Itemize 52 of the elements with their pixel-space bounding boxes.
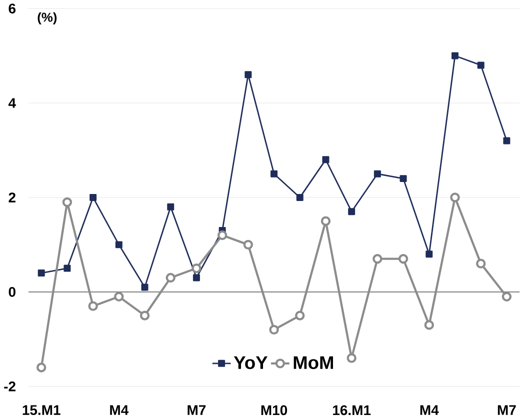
point: [374, 170, 381, 178]
point: [372, 254, 382, 264]
point: [115, 241, 122, 248]
point: [90, 194, 97, 202]
point: [64, 264, 71, 272]
point: [114, 292, 124, 302]
point: [38, 270, 45, 277]
x-tick-label: M10: [261, 405, 288, 416]
point: [295, 310, 305, 321]
point: [424, 320, 434, 330]
point: [244, 71, 252, 78]
point: [62, 197, 72, 208]
point: [269, 325, 279, 335]
x-tick-label: M4: [110, 405, 129, 415]
point: [140, 310, 150, 321]
legend-label: MoM: [294, 356, 333, 370]
x-tick-label: 15.M1: [22, 405, 60, 416]
x-tick-label: M4: [420, 405, 439, 415]
point: [426, 250, 433, 258]
point: [450, 192, 460, 202]
point: [243, 240, 254, 250]
point: [452, 52, 458, 60]
point: [322, 156, 330, 164]
point: [476, 258, 486, 269]
point: [348, 208, 356, 216]
point: [166, 273, 176, 283]
y-tick-label: 6: [8, 4, 16, 14]
x-tick-label: M7: [188, 405, 206, 415]
point: [217, 230, 228, 240]
point: [88, 301, 98, 312]
point: [141, 284, 148, 291]
point: [398, 254, 408, 264]
x-tick-label: 16.M1: [333, 405, 371, 416]
point: [270, 170, 278, 178]
y-tick-label: 4: [8, 98, 16, 108]
point: [36, 362, 46, 372]
point: [296, 194, 304, 202]
point: [400, 175, 407, 182]
point: [192, 264, 202, 274]
point: [503, 137, 510, 144]
legend-label: YoY: [234, 356, 268, 370]
y-tick-label: 0: [8, 287, 16, 298]
point: [477, 62, 484, 69]
point: [192, 274, 200, 282]
point: [320, 216, 331, 226]
x-tick-label: M7: [498, 405, 516, 415]
point: [167, 204, 174, 211]
point: [502, 292, 512, 302]
y-tick-label: 2: [8, 192, 16, 202]
y-tick-label: -2: [4, 382, 16, 392]
point: [346, 353, 356, 364]
y-axis-title: (%): [38, 12, 57, 25]
